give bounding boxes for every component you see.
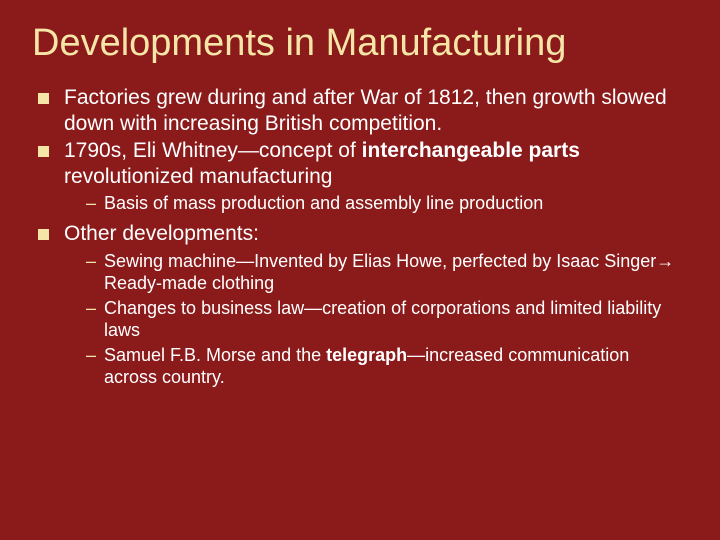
bullet-text: 1790s, Eli Whitney—concept of <box>64 139 362 162</box>
sub-text: Changes to business law—creation of corp… <box>104 298 661 340</box>
bullet-text-post: revolutionized manufacturing <box>64 165 333 188</box>
sub-bold: telegraph <box>326 345 407 365</box>
sub-text: Sewing machine—Invented by Elias Howe, p… <box>104 251 674 293</box>
sub-list-item: Changes to business law—creation of corp… <box>86 298 684 342</box>
bullet-text: Other developments: <box>64 222 259 245</box>
slide-content: Factories grew during and after War of 1… <box>0 75 720 389</box>
list-item: 1790s, Eli Whitney—concept of interchang… <box>38 138 684 215</box>
sub-list: Sewing machine—Invented by Elias Howe, p… <box>86 251 684 389</box>
bullet-list: Factories grew during and after War of 1… <box>38 85 684 389</box>
sub-list: Basis of mass production and assembly li… <box>86 193 684 215</box>
sub-text: Samuel F.B. Morse and the <box>104 345 326 365</box>
list-item: Other developments: Sewing machine—Inven… <box>38 221 684 388</box>
list-item: Factories grew during and after War of 1… <box>38 85 684 136</box>
sub-list-item: Basis of mass production and assembly li… <box>86 193 684 215</box>
sub-text: Basis of mass production and assembly li… <box>104 193 543 213</box>
sub-list-item: Samuel F.B. Morse and the telegraph—incr… <box>86 345 684 389</box>
sub-list-item: Sewing machine—Invented by Elias Howe, p… <box>86 251 684 295</box>
slide-title: Developments in Manufacturing <box>0 0 720 75</box>
bullet-bold: interchangeable parts <box>362 139 580 162</box>
bullet-text: Factories grew during and after War of 1… <box>64 86 667 135</box>
